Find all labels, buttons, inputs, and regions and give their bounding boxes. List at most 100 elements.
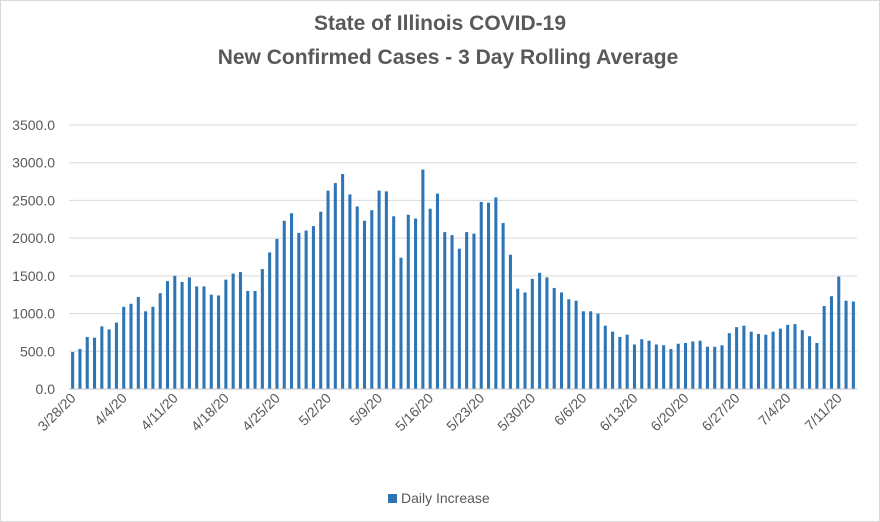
bar <box>450 235 454 389</box>
bar <box>195 286 199 389</box>
bar <box>684 342 688 389</box>
bar <box>260 269 264 389</box>
x-axis-tick-labels: 3/28/20 4/4/20 4/11/20 4/18/20 4/25/20 5/2/20… <box>34 390 845 434</box>
bars <box>71 169 855 389</box>
bar <box>778 328 782 389</box>
bar <box>122 306 126 389</box>
x-tick-label: 6/13/20 <box>596 390 640 434</box>
x-tick-label: 4/4/20 <box>91 390 130 429</box>
x-tick-label: 4/11/20 <box>137 390 181 434</box>
bar <box>443 232 447 389</box>
y-axis-tick-labels: 0.0 500.0 1000.0 1500.0 2000.0 2500.0 3000.0 35… <box>12 117 55 397</box>
bar <box>538 272 542 389</box>
y-tick-label: 1000.0 <box>12 306 55 322</box>
bar <box>362 220 367 389</box>
bar <box>611 331 615 389</box>
x-tick-label: 5/9/20 <box>346 390 385 429</box>
bar <box>567 299 571 389</box>
bar <box>654 344 658 389</box>
bar <box>209 294 213 389</box>
bar <box>530 278 534 389</box>
chart-subtitle: New Confirmed Cases - 3 Day Rolling Aver… <box>218 46 679 69</box>
x-tick-label: 6/20/20 <box>647 390 691 434</box>
bar <box>311 226 315 389</box>
bar <box>465 232 469 389</box>
bar <box>705 346 709 389</box>
bar <box>632 344 636 389</box>
bar <box>625 334 629 389</box>
bar <box>764 334 768 389</box>
bar <box>837 276 841 389</box>
bar <box>297 232 301 389</box>
bar <box>815 342 819 389</box>
bar <box>129 303 133 389</box>
bar <box>326 190 330 389</box>
bar <box>479 201 483 389</box>
bar <box>808 336 812 389</box>
x-tick-label: 6/27/20 <box>698 390 742 434</box>
bar <box>501 223 505 389</box>
bar <box>559 292 564 389</box>
bar <box>428 208 432 389</box>
y-tick-label: 500.0 <box>20 343 55 359</box>
x-tick-label: 7/11/20 <box>801 390 845 434</box>
x-tick-label: 7/4/20 <box>755 390 794 429</box>
bar <box>669 349 673 389</box>
bar <box>319 211 323 389</box>
bar <box>399 257 403 389</box>
bar <box>589 311 593 389</box>
bar <box>851 301 855 389</box>
bar <box>771 331 775 389</box>
bar <box>158 293 162 389</box>
bar <box>144 311 148 389</box>
bar <box>377 190 381 389</box>
bar <box>406 214 410 389</box>
bar <box>647 340 651 389</box>
bar <box>304 230 308 389</box>
bar <box>78 349 82 389</box>
legend-swatch <box>388 494 397 503</box>
bar <box>596 313 600 389</box>
bar <box>253 290 257 389</box>
bar <box>392 216 396 389</box>
bar <box>224 279 228 389</box>
bar <box>370 210 374 389</box>
bar <box>822 306 826 389</box>
y-tick-label: 2500.0 <box>12 192 55 208</box>
x-tick-label: 4/18/20 <box>188 390 232 434</box>
x-tick-label: 5/2/20 <box>295 390 334 429</box>
chart-title: State of Illinois COVID-19 <box>314 12 566 35</box>
gridlines <box>69 124 857 352</box>
legend-label: Daily Increase <box>401 490 490 506</box>
bar <box>85 336 89 389</box>
bar <box>421 169 425 389</box>
bar <box>545 277 549 389</box>
x-tick-label: 5/23/20 <box>443 390 487 434</box>
bar <box>355 206 359 389</box>
bar <box>275 238 279 389</box>
bar <box>487 202 491 389</box>
bar <box>136 296 140 389</box>
bar <box>494 197 498 389</box>
x-tick-label: 6/6/20 <box>551 390 590 429</box>
bar <box>238 272 242 389</box>
bar <box>508 254 512 389</box>
bar <box>727 333 731 389</box>
bar <box>844 300 848 389</box>
bar <box>93 337 97 389</box>
x-tick-label: 5/30/20 <box>494 390 538 434</box>
bar <box>676 343 680 389</box>
y-tick-label: 3000.0 <box>12 155 55 171</box>
bar <box>414 218 418 389</box>
bar <box>691 341 695 389</box>
bar <box>341 174 345 389</box>
bar <box>333 183 337 389</box>
bar <box>107 329 111 389</box>
bar <box>71 352 75 389</box>
bar <box>187 277 191 389</box>
bar <box>348 194 352 389</box>
y-tick-label: 3500.0 <box>12 117 55 133</box>
bar <box>829 296 833 389</box>
